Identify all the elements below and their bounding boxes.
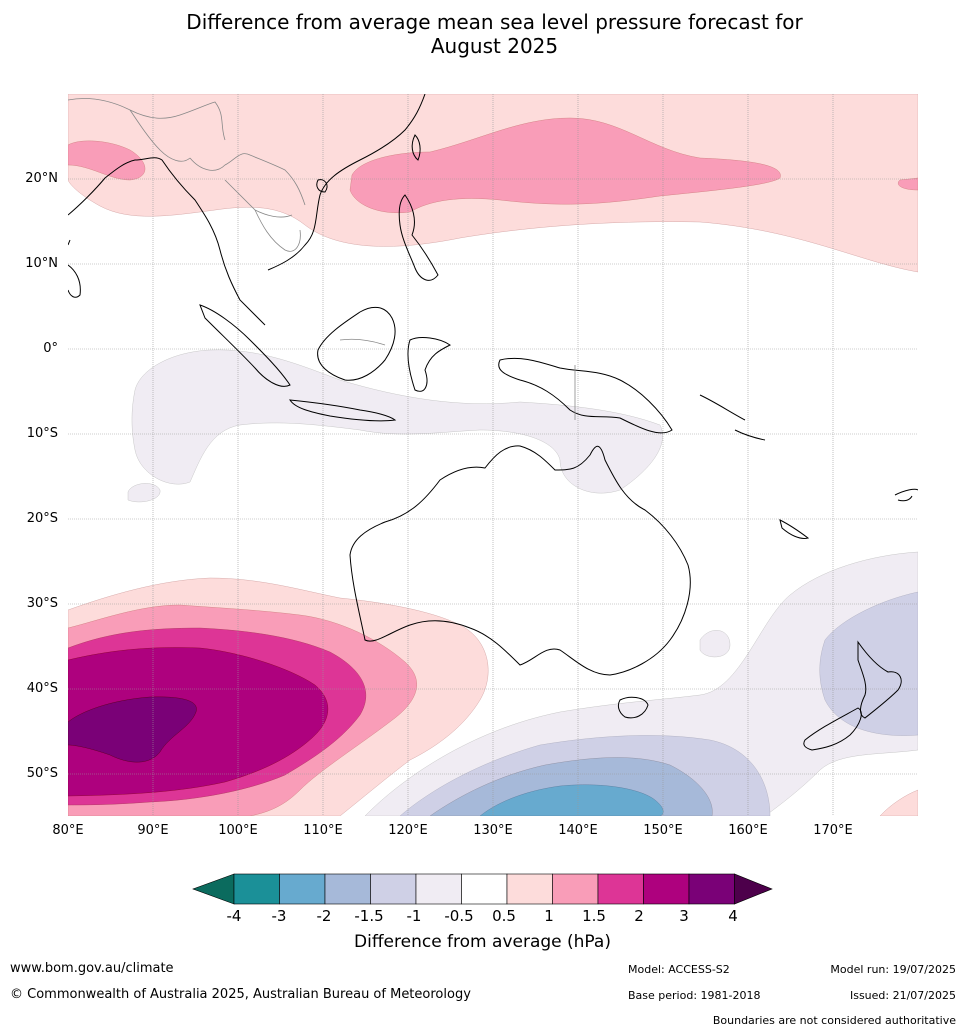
colorbar-swatch	[643, 873, 690, 905]
graticule	[68, 94, 918, 816]
lat-label-50s: 50°S	[26, 766, 58, 781]
model-text: Model: ACCESS-S2	[628, 963, 730, 976]
colorbar-swatch	[597, 873, 644, 905]
colorbar-swatch	[506, 873, 553, 905]
sulawesi-coast	[407, 337, 451, 392]
colorbar-low-extend	[192, 873, 235, 905]
anomaly-region-south-lavender-2	[699, 630, 731, 658]
website-link[interactable]: www.bom.gov.au/climate	[10, 961, 174, 976]
lat-label-10n: 10°N	[25, 256, 58, 271]
asia-coast	[68, 94, 426, 326]
sumatra-coast	[199, 304, 291, 387]
lon-label-130e: 130°E	[473, 823, 513, 838]
borneo-coast	[317, 306, 396, 381]
colorbar-swatch	[688, 873, 735, 905]
lat-label-20n: 20°N	[25, 171, 58, 186]
colorbar-swatch	[415, 873, 462, 905]
anomaly-region-east-light-blue	[819, 591, 918, 736]
colorbar-tick: -1.5	[354, 907, 384, 925]
colorbar-tick: 4	[728, 907, 738, 925]
colorbar-swatch	[233, 873, 280, 905]
colorbar-tick: 0.5	[492, 907, 516, 925]
lon-label-120e: 120°E	[388, 823, 428, 838]
anomaly-region-tropical-small	[127, 483, 161, 503]
lon-label-110e: 110°E	[303, 823, 343, 838]
title-line-2: August 2025	[430, 34, 559, 58]
colorbar-tick: 1.5	[582, 907, 606, 925]
anomaly-region-south-lavender	[364, 551, 918, 816]
colorbar-tick: -2	[316, 907, 332, 925]
colorbar-high-extend	[734, 873, 773, 905]
new-zealand-north-coast	[857, 640, 902, 719]
colorbar-label: Difference from average (hPa)	[354, 932, 611, 952]
new-zealand-south-coast	[803, 707, 862, 751]
colorbar-swatch	[370, 873, 417, 905]
map-area	[68, 94, 918, 816]
anomaly-region-southeast-corner	[879, 789, 918, 816]
lon-label-170e: 170°E	[813, 823, 853, 838]
colorbar-swatch	[279, 873, 326, 905]
lon-label-90e: 90°E	[137, 823, 169, 838]
colorbar-tick: -3	[271, 907, 287, 925]
australia-coast	[349, 445, 691, 676]
lat-label-10s: 10°S	[26, 426, 58, 441]
colorbar-tick: -1	[406, 907, 422, 925]
lon-label-140e: 140°E	[558, 823, 598, 838]
anomaly-region-north-mid-east	[897, 177, 918, 191]
new-guinea-coast	[498, 357, 673, 434]
anomaly-region-southwest-max	[68, 696, 197, 763]
country-boundaries	[68, 98, 576, 420]
boundaries-note: Boundaries are not considered authoritat…	[712, 1014, 956, 1027]
java-coast	[289, 399, 397, 422]
philippines-coast	[398, 194, 439, 281]
lon-label-160e: 160°E	[728, 823, 768, 838]
base-period-text: Base period: 1981-2018	[628, 989, 761, 1002]
issued-text: Issued: 21/07/2025	[849, 989, 956, 1002]
colorbar-swatch	[461, 873, 508, 905]
colorbar-tick: 3	[679, 907, 689, 925]
anomaly-region-north-mid	[349, 117, 781, 213]
colorbar-tick: -4	[226, 907, 242, 925]
anomaly-region-north-mid-west	[68, 140, 146, 181]
lon-label-150e: 150°E	[643, 823, 683, 838]
map-title: Difference from average mean sea level p…	[0, 10, 965, 58]
lat-label-20s: 20°S	[26, 511, 58, 526]
colorbar-swatch	[552, 873, 599, 905]
hainan-coast	[316, 179, 328, 193]
coastlines	[68, 94, 918, 751]
colorbar-tick: 2	[634, 907, 644, 925]
lat-label-40s: 40°S	[26, 681, 58, 696]
anomaly-region-tropical	[131, 349, 663, 494]
colorbar	[192, 873, 773, 905]
colorbar-tick: 1	[544, 907, 554, 925]
model-run-text: Model run: 19/07/2025	[830, 963, 956, 976]
lat-label-0: 0°	[43, 341, 58, 356]
taiwan-coast	[411, 134, 421, 161]
colorbar-swatch	[324, 873, 371, 905]
india-coast	[68, 239, 81, 298]
lat-label-30s: 30°S	[26, 596, 58, 611]
lon-label-100e: 100°E	[218, 823, 258, 838]
solomon-islands-coast	[699, 394, 766, 441]
fiji-coast	[894, 488, 918, 502]
tasmania-coast	[617, 696, 649, 719]
new-caledonia-coast	[779, 519, 810, 539]
copyright-text: © Commonwealth of Australia 2025, Austra…	[10, 987, 471, 1002]
lon-label-80e: 80°E	[52, 823, 84, 838]
title-line-1: Difference from average mean sea level p…	[186, 10, 803, 34]
colorbar-tick: -0.5	[444, 907, 474, 925]
